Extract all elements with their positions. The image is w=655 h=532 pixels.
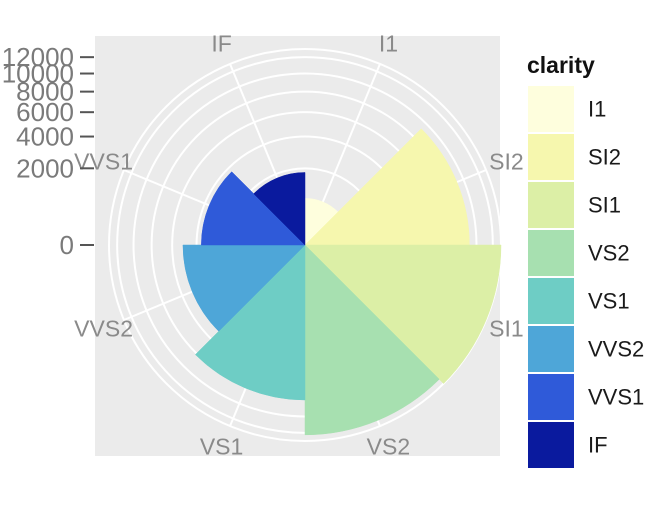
category-label-vs2: VS2 xyxy=(367,433,410,459)
y-tick-label-8000: 8000 xyxy=(16,77,74,107)
y-tick-label-6000: 6000 xyxy=(16,97,74,127)
category-label-if: IF xyxy=(211,31,231,57)
wedge-if xyxy=(253,172,306,246)
legend-label-vvs1: VVS1 xyxy=(588,385,644,410)
bars-layer xyxy=(182,128,502,436)
legend-label-if: IF xyxy=(588,433,608,458)
legend-label-i1: I1 xyxy=(588,97,606,122)
legend-label-si1: SI1 xyxy=(588,193,621,218)
legend-swatch-si2 xyxy=(528,134,574,180)
y-tick-label-2000: 2000 xyxy=(16,153,74,183)
legend-swatch-vvs2 xyxy=(528,326,574,372)
legend-label-vs2: VS2 xyxy=(588,241,630,266)
category-labels: I1 SI2 SI1 VS2 VS1 VVS2 VVS1 IF xyxy=(74,31,523,460)
wedge-si1 xyxy=(304,244,502,384)
y-tick-label-10000: 10000 xyxy=(2,59,74,89)
wedge-si2 xyxy=(304,128,470,246)
category-label-si2: SI2 xyxy=(489,149,524,175)
y-tick-label-12000: 12000 xyxy=(2,42,74,72)
legend-swatch-i1 xyxy=(528,86,574,132)
wedge-vvs1 xyxy=(201,171,306,246)
y-tick-label-0: 0 xyxy=(60,230,74,260)
category-label-vvs1: VVS1 xyxy=(74,149,133,175)
y-tick-label-4000: 4000 xyxy=(16,122,74,152)
legend-label-si2: SI2 xyxy=(588,145,621,170)
wedge-vs1 xyxy=(195,244,306,401)
legend-label-vvs2: VVS2 xyxy=(588,337,644,362)
category-label-vvs2: VVS2 xyxy=(74,315,133,341)
category-label-i1: I1 xyxy=(379,31,398,57)
category-label-si1: SI1 xyxy=(489,315,524,341)
legend-title: clarity xyxy=(527,52,595,78)
legend-swatch-vs2 xyxy=(528,230,574,276)
legend-swatch-si1 xyxy=(528,182,574,228)
category-label-vs1: VS1 xyxy=(200,433,243,459)
legend-swatch-if xyxy=(528,422,574,468)
legend-label-vs1: VS1 xyxy=(588,289,630,314)
legend: clarity I1 SI2 SI1 VS2 VS1 VVS2 VVS1 IF xyxy=(527,52,644,468)
wedge-vvs2 xyxy=(182,244,306,332)
wedge-vs2 xyxy=(304,244,440,436)
legend-swatch-vs1 xyxy=(528,278,574,324)
legend-swatch-vvs1 xyxy=(528,374,574,420)
